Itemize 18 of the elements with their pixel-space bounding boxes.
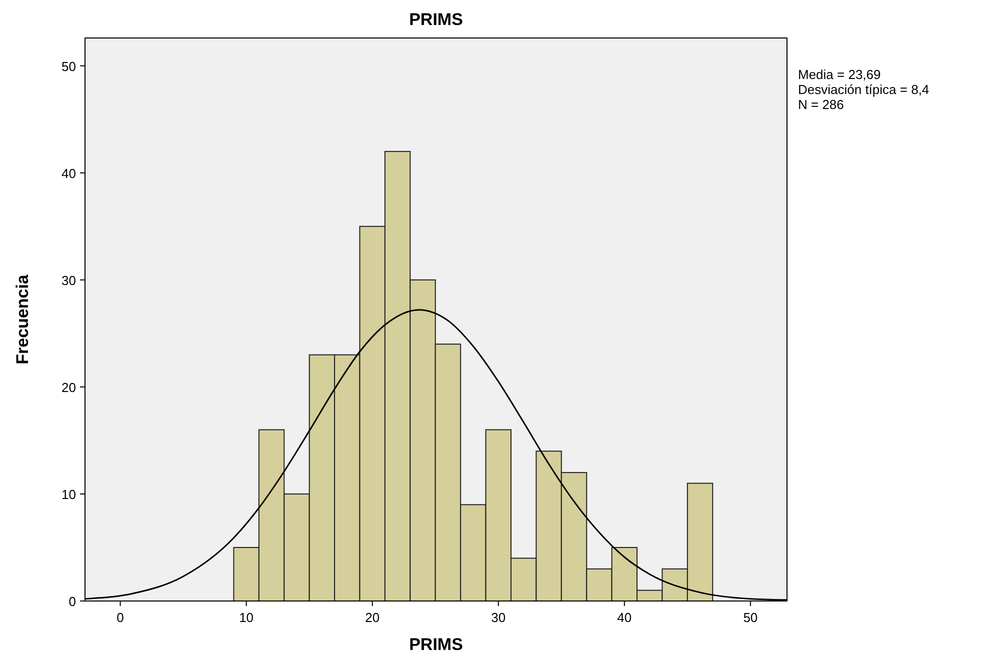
text: Desviación típica = 8,4 (798, 82, 930, 97)
x-tick-label: 50 (743, 610, 758, 625)
y-tick-label: 10 (62, 486, 76, 502)
x-tick-label: 30 (491, 610, 506, 625)
y-tick-label: 50 (62, 58, 76, 74)
chart-title: PRIMS (409, 10, 463, 29)
text: Media = 23,69 (798, 67, 881, 82)
x-tick-label: 20 (365, 610, 380, 625)
x-axis-title: PRIMS (409, 635, 463, 654)
x-tick-label: 10 (239, 610, 254, 625)
y-tick-label: 40 (62, 166, 76, 181)
y-axis-title: Frecuencia (13, 274, 32, 364)
y-tick-label: 20 (62, 380, 76, 395)
x-tick-label: 40 (617, 610, 632, 625)
y-tick-label: 30 (62, 272, 76, 288)
y-tick-label: 0 (68, 594, 76, 609)
text: N = 286 (798, 97, 844, 112)
x-tick-label: 0 (116, 610, 124, 625)
